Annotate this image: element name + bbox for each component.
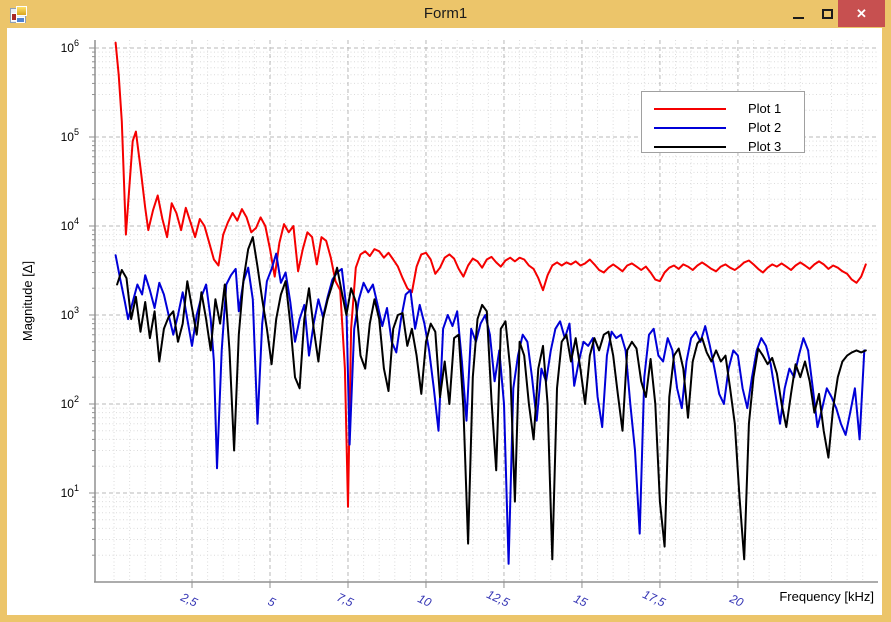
- maximize-icon: [821, 8, 833, 19]
- x-tick-label: 10: [416, 591, 434, 609]
- y-axis-title: Magnitude [Δ]: [20, 260, 35, 342]
- legend-label-plot-3: Plot 3: [748, 139, 782, 154]
- form-icon-blue-square: [16, 17, 25, 23]
- series-plot-3: [116, 236, 867, 561]
- window-title: Form1: [423, 5, 468, 22]
- x-tick-label: 12,5: [485, 587, 512, 610]
- y-tick-labels: 106 105 104 103 102 101: [61, 38, 79, 500]
- form-icon: [10, 6, 28, 23]
- y-tick-label: 102: [61, 394, 79, 411]
- grid-minor: [95, 40, 878, 582]
- legend: Plot 1 Plot 2 Plot 3: [641, 91, 805, 156]
- maximize-button[interactable]: [813, 0, 841, 27]
- x-tick-label: 5: [266, 594, 278, 610]
- axes: [89, 40, 878, 588]
- legend-label-plot-2: Plot 2: [748, 120, 782, 135]
- legend-swatch-plot-3: [654, 145, 726, 148]
- legend-item-plot-1: Plot 1: [642, 99, 804, 118]
- plot-canvas[interactable]: 2,5 5 7,5 10 12,5 15 17,5 20 106 105 104 103 102 101: [7, 28, 882, 615]
- x-tick-label: 17,5: [641, 587, 668, 610]
- series-plot-2: [114, 252, 866, 565]
- y-tick-label: 106: [61, 38, 79, 55]
- legend-item-plot-3: Plot 3: [642, 137, 804, 156]
- x-tick-label: 2,5: [178, 590, 200, 610]
- x-tick-label: 15: [572, 591, 590, 609]
- minimize-button[interactable]: [784, 0, 812, 27]
- form-icon-window: [16, 6, 27, 16]
- legend-item-plot-2: Plot 2: [642, 118, 804, 137]
- legend-label-plot-1: Plot 1: [748, 101, 782, 116]
- x-axis-title: Frequency [kHz]: [779, 589, 874, 604]
- y-tick-label: 101: [61, 483, 79, 500]
- close-button[interactable]: ✕: [838, 0, 885, 27]
- series-plot-1: [114, 41, 867, 508]
- close-icon: ✕: [856, 5, 867, 21]
- legend-swatch-plot-1: [654, 107, 726, 110]
- legend-swatch-plot-2: [654, 126, 726, 129]
- x-tick-labels: 2,5 5 7,5 10 12,5 15 17,5 20: [178, 587, 746, 610]
- x-tick-label: 7,5: [335, 590, 356, 610]
- x-tick-label: 20: [727, 591, 746, 610]
- chart-area: 2,5 5 7,5 10 12,5 15 17,5 20 106 105 104 103 102 101 …: [7, 28, 882, 615]
- titlebar: Form1 ✕: [0, 0, 891, 28]
- y-tick-label: 104: [61, 216, 79, 233]
- y-tick-label: 105: [61, 127, 79, 144]
- minimize-icon: [792, 17, 804, 19]
- y-tick-label: 103: [61, 305, 79, 322]
